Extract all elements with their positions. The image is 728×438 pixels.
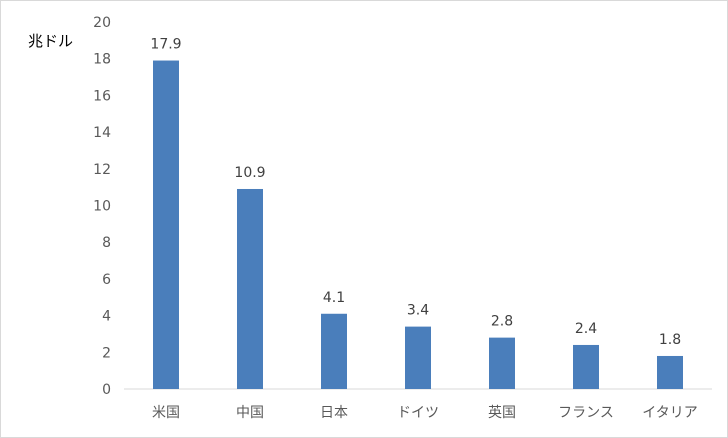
data-label: 4.1	[323, 290, 345, 306]
y-tick-label: 6	[102, 272, 111, 288]
y-tick-label: 18	[93, 52, 111, 68]
x-tick-label: 米国	[152, 405, 180, 421]
bar-3	[321, 313, 347, 389]
bar-5	[489, 337, 515, 389]
bar-4	[405, 326, 431, 389]
y-tick-label: 2	[102, 345, 111, 361]
data-label: 1.8	[659, 332, 681, 348]
bar-7	[657, 355, 683, 389]
x-tick-label: 中国	[236, 405, 264, 421]
data-label: 3.4	[407, 303, 429, 319]
bar-1	[153, 60, 179, 389]
y-tick-label: 0	[102, 382, 111, 398]
bar-2	[237, 188, 263, 389]
data-label: 2.4	[575, 321, 597, 337]
y-tick-label: 12	[93, 162, 111, 178]
y-tick-label: 20	[93, 15, 111, 31]
data-label: 10.9	[234, 165, 265, 181]
y-tick-label: 14	[93, 125, 111, 141]
x-tick-label: ドイツ	[397, 405, 439, 421]
bar-6	[573, 344, 599, 389]
y-axis-unit-label: 兆ドル	[28, 32, 74, 50]
data-label: 2.8	[491, 314, 513, 330]
x-tick-label: フランス	[558, 405, 614, 421]
x-tick-label: イタリア	[642, 405, 697, 421]
y-tick-label: 16	[93, 88, 111, 104]
y-tick-label: 8	[102, 235, 111, 251]
data-label: 17.9	[150, 37, 181, 53]
y-tick-label: 4	[102, 309, 111, 325]
x-tick-label: 日本	[320, 405, 348, 421]
y-tick-label: 10	[93, 199, 111, 215]
x-tick-label: 英国	[488, 404, 516, 421]
